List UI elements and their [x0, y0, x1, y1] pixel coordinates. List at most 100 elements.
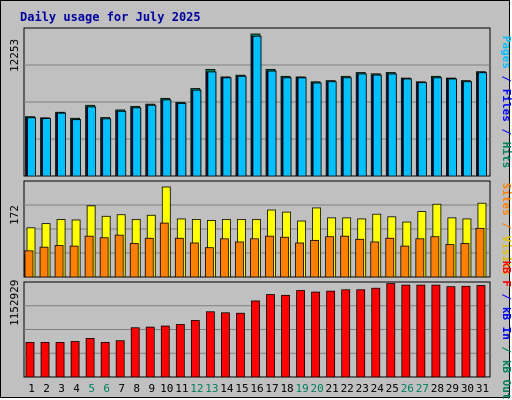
x-tick-label: 30: [461, 382, 474, 395]
x-tick-label: 16: [250, 382, 263, 395]
bar-sites-day-13: [204, 247, 214, 278]
bar-kb-f-day-12: [190, 320, 200, 378]
bar-pages-day-23: [357, 73, 367, 177]
bar-pages-day-31: [478, 72, 487, 177]
bar-pages-day-21: [327, 81, 337, 177]
chart-title: Daily usage for July 2025: [20, 10, 201, 24]
bar-pages-day-13: [207, 71, 217, 177]
x-tick-label: 31: [476, 382, 489, 395]
bar-pages-day-22: [342, 77, 352, 177]
bar-kb-f-day-21: [326, 290, 336, 378]
x-tick-label: 3: [58, 382, 65, 395]
x-tick-label: 17: [265, 382, 278, 395]
bar-pages-day-24: [372, 74, 382, 177]
bar-sites-day-17: [265, 235, 274, 278]
x-tick-label: 27: [416, 382, 429, 395]
bar-pages-day-4: [72, 119, 81, 177]
bar-kb-f-day-4: [70, 341, 80, 378]
bar-sites-day-10: [159, 222, 169, 278]
bar-pages-day-29: [448, 78, 457, 177]
bar-sites-day-19: [295, 242, 304, 278]
bar-sites-day-30: [460, 243, 470, 278]
right-axis-label-pages-files-hits: Pages / Files / Hits: [500, 36, 512, 169]
bar-sites-day-11: [174, 237, 184, 278]
bar-sites-day-12: [189, 242, 199, 278]
bar-kb-f-day-23: [356, 289, 366, 378]
bar-sites-day-22: [340, 235, 350, 278]
bar-kb-f-day-7: [115, 340, 125, 378]
bar-kb-f-day-6: [100, 342, 110, 378]
right-axis-label-kbf-kbin-kbout: kB F / kB In / kB Out: [500, 260, 512, 399]
bar-pages-day-28: [432, 77, 442, 177]
bar-pages-day-10: [162, 99, 172, 177]
bar-kb-f-day-29: [446, 286, 456, 378]
x-tick-label: 6: [103, 382, 110, 395]
bar-sites-day-3: [54, 245, 64, 278]
bar-sites-day-23: [355, 238, 365, 278]
bar-sites-day-18: [280, 236, 289, 278]
x-tick-label: 25: [386, 382, 399, 395]
bar-kb-f-day-25: [386, 283, 396, 378]
bar-pages-day-2: [42, 118, 51, 177]
bar-pages-day-7: [117, 110, 127, 177]
bar-sites-day-16: [250, 238, 259, 278]
x-tick-label: 24: [371, 382, 385, 395]
panel-kbf-kbin-kbout: 1152929: [8, 280, 491, 378]
bar-kb-f-day-17: [266, 294, 275, 378]
bar-pages-day-15: [237, 75, 247, 177]
x-tick-label: 4: [73, 382, 80, 395]
bar-pages-day-17: [267, 70, 277, 177]
bar-pages-day-8: [132, 107, 142, 177]
bar-pages-day-20: [312, 82, 322, 177]
bar-pages-day-30: [463, 81, 472, 177]
bar-pages-day-3: [57, 112, 66, 177]
bar-pages-day-14: [222, 77, 232, 177]
x-tick-label: 5: [88, 382, 95, 395]
bar-pages-day-9: [147, 104, 157, 177]
bar-sites-day-31: [475, 227, 485, 278]
bar-kb-f-day-24: [371, 287, 381, 378]
x-tick-label: 19: [295, 382, 308, 395]
bar-sites-day-8: [129, 243, 139, 278]
bar-sites-day-5: [84, 235, 94, 278]
bar-kb-f-day-10: [160, 325, 170, 378]
right-axis-label-visits-sites: Sites / Visits: [500, 183, 512, 276]
bar-pages-day-11: [177, 103, 187, 177]
bar-kb-f-day-20: [311, 291, 321, 378]
bar-kb-f-day-16: [251, 300, 260, 378]
bar-sites-day-6: [99, 237, 109, 278]
bar-kb-f-day-11: [175, 324, 185, 378]
bar-kb-f-day-15: [236, 312, 245, 378]
bar-pages-day-1: [27, 117, 36, 177]
bar-sites-day-20: [310, 239, 320, 278]
panel-pages-files-hits: 12253: [8, 27, 491, 177]
x-tick-label: 28: [431, 382, 444, 395]
bar-kb-f-day-9: [145, 326, 155, 378]
bar-sites-day-1: [24, 250, 34, 278]
bar-pages-day-18: [282, 77, 292, 177]
bar-kb-f-day-19: [296, 290, 305, 378]
x-tick-label: 21: [326, 382, 339, 395]
bar-sites-day-9: [144, 237, 154, 278]
bar-pages-day-26: [402, 78, 412, 177]
bar-kb-f-day-1: [25, 342, 35, 378]
bar-sites-day-21: [325, 236, 335, 278]
x-tick-label: 1: [28, 382, 35, 395]
x-tick-label: 2: [43, 382, 50, 395]
x-tick-label: 22: [341, 382, 354, 395]
bar-pages-day-16: [252, 35, 262, 177]
bar-kb-f-day-22: [341, 289, 351, 378]
x-tick-label: 23: [356, 382, 369, 395]
panel-max-label: 1152929: [8, 280, 21, 326]
bar-kb-f-day-14: [221, 312, 230, 378]
bar-sites-day-25: [385, 237, 395, 278]
bar-kb-f-day-2: [40, 342, 50, 378]
x-tick-label: 20: [311, 382, 324, 395]
bar-sites-day-24: [370, 241, 380, 278]
bar-sites-day-28: [430, 236, 440, 278]
bar-pages-day-25: [387, 73, 397, 177]
bar-kb-f-day-3: [55, 342, 65, 378]
x-tick-label: 9: [148, 382, 155, 395]
x-tick-label: 11: [175, 382, 188, 395]
